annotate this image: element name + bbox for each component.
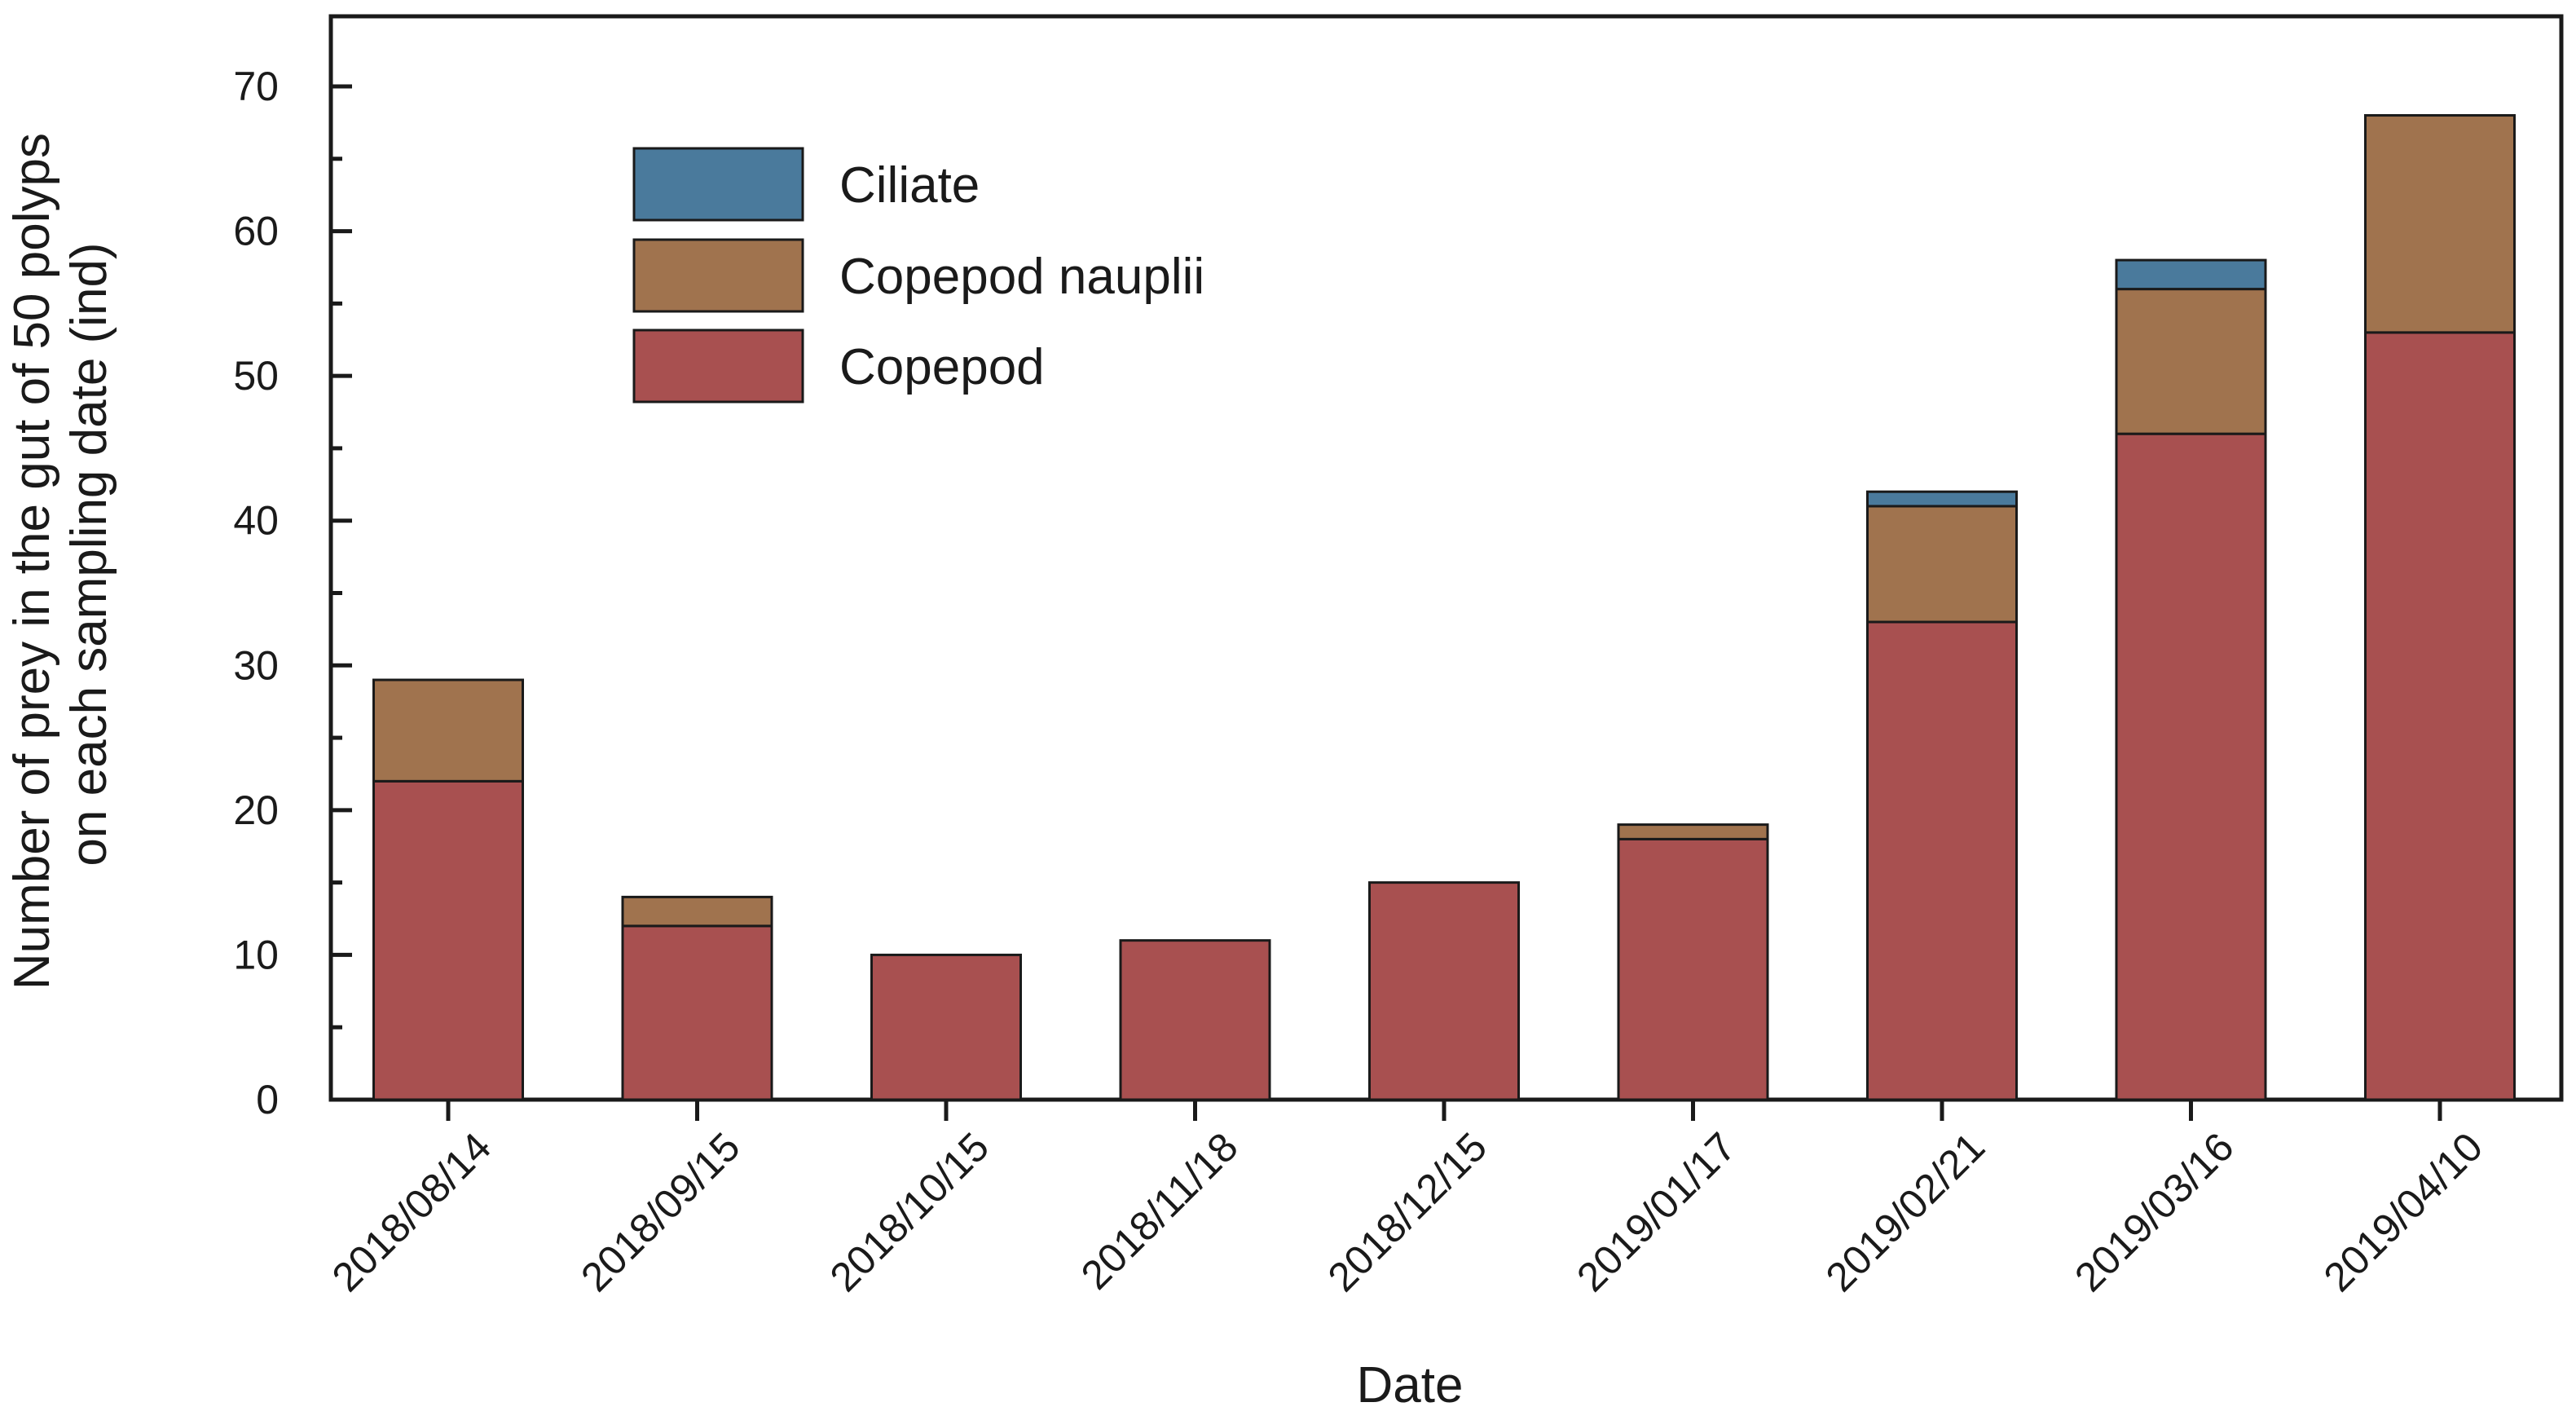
bar-copepod-nauplii-8 [2115, 288, 2267, 435]
bar-ciliate-7 [1866, 490, 2018, 508]
x-tick-label: 2019/01/17 [1568, 1124, 1745, 1301]
x-tick-label: 2019/02/21 [1817, 1124, 1994, 1301]
bar-copepod-nauplii-9 [2364, 114, 2516, 334]
y-tick-label: 60 [233, 209, 279, 254]
legend-label-copepod: Copepod [839, 339, 1045, 395]
bar-copepod-3 [870, 953, 1022, 1101]
y-tick-label: 30 [233, 642, 279, 688]
bar-copepod-8 [2115, 432, 2267, 1101]
legend-label-copepod-nauplii: Copepod nauplii [839, 249, 1204, 305]
bar-copepod-5 [1368, 881, 1520, 1101]
legend-swatch-copepod-nauplii [632, 238, 804, 313]
x-tick-label: 2018/08/14 [324, 1124, 500, 1301]
x-axis-title: Date [1357, 1357, 1464, 1413]
y-tick-label: 40 [233, 498, 279, 544]
bar-copepod-4 [1119, 939, 1271, 1101]
legend-label-ciliate: Ciliate [839, 157, 980, 214]
legend: Ciliate Copepod nauplii Copepod [632, 147, 1204, 404]
x-tick-label: 2018/09/15 [572, 1124, 749, 1301]
bar-copepod-nauplii-2 [621, 895, 773, 928]
y-axis-title-line-2: on each sampling date (ind) [61, 242, 117, 866]
y-axis-title: Number of prey in the gut of 50 polyps o… [4, 119, 117, 990]
y-tick-label: 10 [233, 932, 279, 977]
bar-copepod-9 [2364, 331, 2516, 1101]
bar-copepod-7 [1866, 620, 2018, 1101]
bar-ciliate-8 [2115, 258, 2267, 291]
y-axis-title-line-1: Number of prey in the gut of 50 polyps [4, 133, 60, 990]
y-tick-label: 0 [256, 1077, 279, 1122]
x-tick-label: 2019/04/10 [2315, 1124, 2492, 1301]
x-tick-label: 2018/10/15 [821, 1124, 998, 1301]
x-tick-label: 2018/12/15 [1319, 1124, 1496, 1301]
x-tick-label: 2018/11/18 [1072, 1124, 1247, 1299]
x-tick-label: 2019/03/16 [2066, 1124, 2243, 1301]
bar-copepod-nauplii-6 [1617, 823, 1769, 840]
y-tick-label: 70 [233, 64, 279, 109]
bar-copepod-nauplii-7 [1866, 505, 2018, 624]
bar-copepod-1 [372, 779, 524, 1101]
legend-swatch-copepod [632, 329, 804, 404]
bar-copepod-6 [1617, 837, 1769, 1101]
legend-swatch-ciliate [632, 147, 804, 222]
bar-copepod-nauplii-1 [372, 678, 524, 783]
y-tick-label: 50 [233, 353, 279, 399]
y-tick-label: 20 [233, 787, 279, 833]
bar-copepod-2 [621, 924, 773, 1101]
x-axis: 2018/08/14 2018/09/15 2018/10/15 2018/11/18… [324, 1100, 2492, 1301]
y-axis: 0 10 20 30 40 50 60 70 [233, 64, 352, 1122]
